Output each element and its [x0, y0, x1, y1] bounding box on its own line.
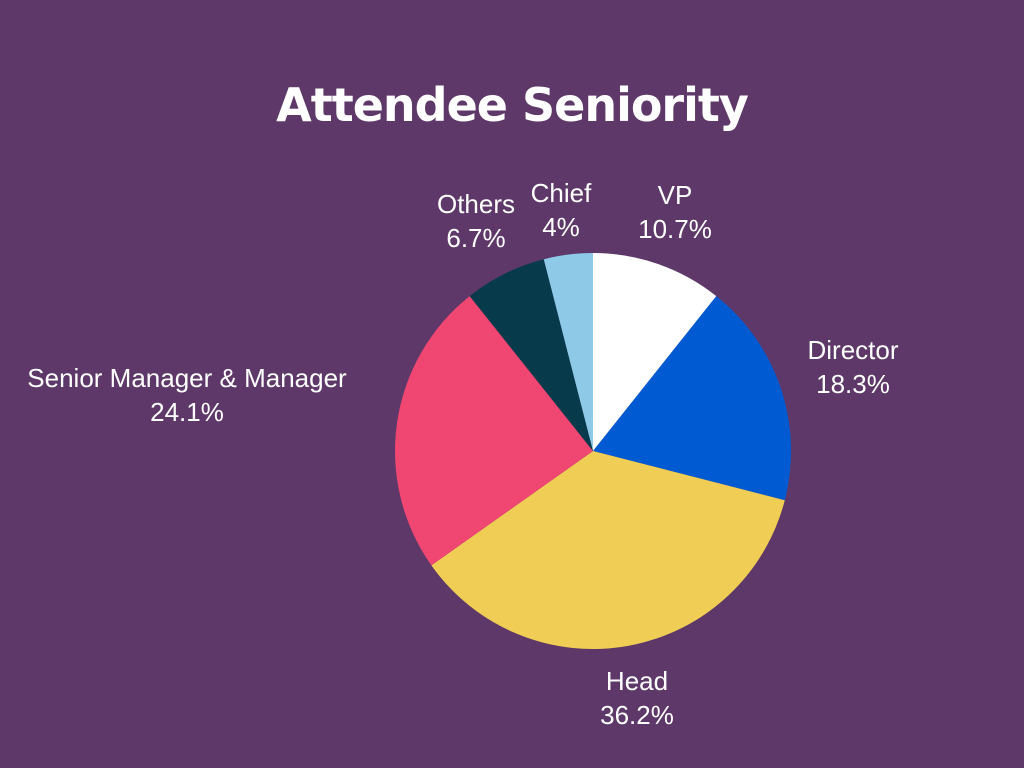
label-chief-name: Chief — [530, 178, 592, 208]
label-chief: Chief 4% — [531, 176, 592, 244]
label-chief-value: 4% — [542, 212, 580, 242]
label-vp-value: 10.7% — [638, 214, 712, 244]
pie-slice-head — [431, 451, 785, 649]
pie-slice-others — [469, 259, 593, 451]
label-others: Others 6.7% — [437, 187, 515, 255]
label-vp-name: VP — [657, 180, 693, 210]
label-senior-manager-value: 24.1% — [150, 397, 224, 427]
label-senior-manager: Senior Manager & Manager 24.1% — [27, 361, 346, 429]
label-others-value: 6.7% — [446, 223, 506, 253]
chart-title: Attendee Seniority — [276, 78, 749, 132]
label-head-name: Head — [605, 666, 669, 696]
label-director-name: Director — [807, 335, 899, 365]
label-senior-manager-name: Senior Manager & Manager — [27, 363, 347, 393]
label-vp: VP 10.7% — [638, 178, 712, 246]
label-head: Head 36.2% — [600, 664, 674, 732]
label-director-value: 18.3% — [816, 369, 890, 399]
pie-slice-director — [593, 296, 791, 501]
pie-slice-vp — [593, 253, 717, 451]
pie-slice-senior-manager-manager — [394, 296, 593, 566]
label-head-value: 36.2% — [600, 700, 674, 730]
label-director: Director 18.3% — [807, 333, 898, 401]
label-others-name: Others — [436, 189, 516, 219]
pie-slice-chief — [543, 253, 593, 451]
